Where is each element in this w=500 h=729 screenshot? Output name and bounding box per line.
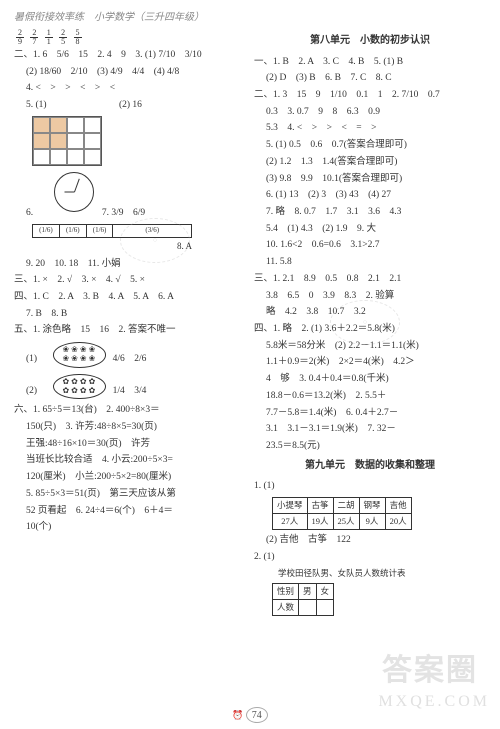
gender-table: 性别男女 人数 xyxy=(272,583,334,616)
sec6-l8: 10(个) xyxy=(14,520,244,535)
q7-text: 7. 3/9 6/9 xyxy=(102,208,145,218)
ov2-side: 1/4 3/4 xyxy=(113,386,147,396)
page-header: 暑假衔接效率练 小学数学（三升四年级） xyxy=(14,8,486,23)
sec4-l2: 7. B 8. B xyxy=(14,307,244,322)
table2-title: 学校田径队男、女队员人数统计表 xyxy=(254,567,486,580)
u8-s4-l7: 3.1 3.1－3.1＝1.9(米) 7. 32－ xyxy=(254,422,486,437)
sec2-grid-row: 5. (1) (2) 16 xyxy=(14,98,244,113)
u8-s1-l2: (2) D (3) B 6. B 7. C 8. C xyxy=(254,71,486,86)
ov1-label: (1) xyxy=(26,354,37,364)
u8-s4-l2: 5.8米＝58分米 (2) 2.2－1.1＝1.1(米) xyxy=(254,339,486,354)
clock-icon xyxy=(54,172,94,212)
table-cell: 9人 xyxy=(359,514,385,530)
u9-l1: 1. (1) xyxy=(254,479,486,494)
u9-l2: (2) 吉他 古筝 122 xyxy=(254,533,486,548)
u8-s4-l1: 四、1. 略 2. (1) 3.6＋2.2＝5.8(米) xyxy=(254,322,486,337)
u8-s2-l10: 10. 1.6<2 0.6=0.6 3.1>2.7 xyxy=(254,238,486,253)
sec2-line6: 9. 20 10. 18 11. 小娟 xyxy=(14,257,244,272)
bar-label: 8. A xyxy=(32,240,192,254)
u8-s1-l1: 一、1. B 2. A 3. C 4. B 5. (1) B xyxy=(254,55,486,70)
table-cell: 人数 xyxy=(273,600,299,616)
sec2-line2: (2) 18/60 2/10 (3) 4/9 4/4 (4) 4/8 xyxy=(14,65,244,80)
unit9-title: 第九单元 数据的收集和整理 xyxy=(254,458,486,474)
sec5-l1: 五、1. 涂色略 15 16 2. 答案不唯一 xyxy=(14,323,244,338)
fraction: 29 xyxy=(16,29,24,46)
u8-s4-l6: 7.7－5.8＝1.4(米) 6. 0.4＋2.7－ xyxy=(254,406,486,421)
clock-row: 6. 7. 3/9 6/9 xyxy=(14,169,244,221)
page-number: 74 xyxy=(246,707,268,723)
u8-s2-l6: (3) 9.8 9.9 10.1(答案合理即可) xyxy=(254,172,486,187)
instrument-table: 小提琴古筝二胡钢琴吉他 27人19人25人9人20人 xyxy=(272,497,412,530)
sec2-line1: 二、1. 6 5/6 15 2. 4 9 3. (1) 7/10 3/10 xyxy=(14,48,244,63)
sec3: 三、1. × 2. √ 3. × 4. √ 5. × xyxy=(14,273,244,288)
u8-s2-l1: 二、1. 3 15 9 1/10 0.1 1 2. 7/10 0.7 xyxy=(254,88,486,103)
sec6-l4: 当班长比较合适 4. 小云:200÷5×3= xyxy=(14,453,244,468)
table-cell: 性别 xyxy=(273,583,299,599)
table-cell: 小提琴 xyxy=(273,497,308,513)
sec6-l3: 王强:48÷16×10＝30(页) 许芳 xyxy=(14,437,244,452)
sec6-l6: 5. 85÷5×3＝51(页) 第三天应该从第 xyxy=(14,487,244,502)
bar-seg: (1/6) xyxy=(60,225,87,237)
table-cell xyxy=(316,600,334,616)
right-column: 第八单元 小数的初步认识 一、1. B 2. A 3. C 4. B 5. (1… xyxy=(254,29,486,619)
u8-s4-l8: 23.5＝8.5(元) xyxy=(254,439,486,454)
u8-s4-l5: 18.8－0.6＝13.2(米) 2. 5.5＋ xyxy=(254,389,486,404)
table-cell: 吉他 xyxy=(385,497,411,513)
table-cell: 27人 xyxy=(273,514,308,530)
grid-label: 5. (1) xyxy=(26,100,47,110)
grid-label2: (2) 16 xyxy=(119,98,142,113)
fraction: 11 xyxy=(45,29,53,46)
table-cell: 钢琴 xyxy=(359,497,385,513)
u8-s2-l9: 5.4 (1) 4.3 (2) 1.9 9. 大 xyxy=(254,222,486,237)
table-cell: 19人 xyxy=(307,514,333,530)
u8-s3-l2: 3.8 6.5 0 3.9 8.3 2. 验算 xyxy=(254,289,486,304)
table-cell: 25人 xyxy=(333,514,359,530)
sec4-l1: 四、1. C 2. A 3. B 4. A 5. A 6. A xyxy=(14,290,244,305)
u8-s4-l4: 4 够 3. 0.4＋0.4＝0.8(千米) xyxy=(254,372,486,387)
bar-seg-half: (3/6) xyxy=(113,225,191,237)
u8-s3-l1: 三、1. 2.1 8.9 0.5 0.8 2.1 2.1 xyxy=(254,272,486,287)
sec2-line3: 4. < > > < > < xyxy=(14,81,244,96)
fraction: 27 xyxy=(30,29,38,46)
bar-seg: (1/6) xyxy=(87,225,114,237)
u9-l3: 2. (1) xyxy=(254,550,486,565)
u8-s2-l2: 0.3 3. 0.7 9 8 6.3 0.9 xyxy=(254,105,486,120)
sec6-l5: 120(厘米) 小兰:200÷5×2=80(厘米) xyxy=(14,470,244,485)
fraction: 58 xyxy=(74,29,82,46)
ov2-row: (2) ✿✿✿✿✿✿✿✿ 1/4 3/4 xyxy=(14,372,244,402)
u8-s3-l3: 略 4.2 3.8 10.7 3.2 xyxy=(254,305,486,320)
fraction-row: 29 27 11 25 58 xyxy=(14,29,244,46)
page-footer: ⏰ 74 xyxy=(0,707,500,723)
table-cell: 二胡 xyxy=(333,497,359,513)
clock-label: 6. xyxy=(26,208,33,218)
table-cell: 女 xyxy=(316,583,334,599)
u8-s2-l5: (2) 1.2 1.3 1.4(答案合理即可) xyxy=(254,155,486,170)
u8-s2-l3: 5.3 4. < > > < = > xyxy=(254,121,486,136)
u8-s2-l7: 6. (1) 13 (2) 3 (3) 43 (4) 27 xyxy=(254,188,486,203)
sec6-l7: 52 页看起 6. 24÷4＝6(个) 6＋4＝ xyxy=(14,504,244,519)
fraction: 25 xyxy=(59,29,67,46)
u8-s2-l8: 7. 略 8. 0.7 1.7 3.1 3.6 4.3 xyxy=(254,205,486,220)
fraction-bar: (1/6) (1/6) (1/6) (3/6) 8. A xyxy=(32,224,192,254)
table-cell: 20人 xyxy=(385,514,411,530)
u8-s2-l4: 5. (1) 0.5 0.6 0.7(答案合理即可) xyxy=(254,138,486,153)
sec6-l2: 150(只) 3. 许芳:48÷8×5=30(页) xyxy=(14,420,244,435)
watermark-text: 答案圈 xyxy=(382,645,478,689)
sec6-l1: 六、1. 65÷5＝13(台) 2. 400÷8×3＝ xyxy=(14,403,244,418)
table-cell: 古筝 xyxy=(307,497,333,513)
flower-oval-1: ❀❀❀❀❀❀❀❀ xyxy=(53,342,106,368)
u8-s4-l3: 1.1＋0.9＝2(米) 2×2＝4(米) 4.2＞ xyxy=(254,355,486,370)
bar-seg: (1/6) xyxy=(33,225,60,237)
shaded-grid xyxy=(32,116,102,166)
table-cell: 男 xyxy=(299,583,317,599)
left-column: 29 27 11 25 58 二、1. 6 5/6 15 2. 4 9 3. (… xyxy=(14,29,244,619)
u8-s2-l11: 11. 5.8 xyxy=(254,255,486,270)
ov1-row: (1) ❀❀❀❀❀❀❀❀ 4/6 2/6 xyxy=(14,340,244,370)
flower-oval-2: ✿✿✿✿✿✿✿✿ xyxy=(53,374,106,400)
ov2-label: (2) xyxy=(26,386,37,396)
table-cell xyxy=(299,600,317,616)
ov1-side: 4/6 2/6 xyxy=(113,354,147,364)
unit8-title: 第八单元 小数的初步认识 xyxy=(254,33,486,49)
